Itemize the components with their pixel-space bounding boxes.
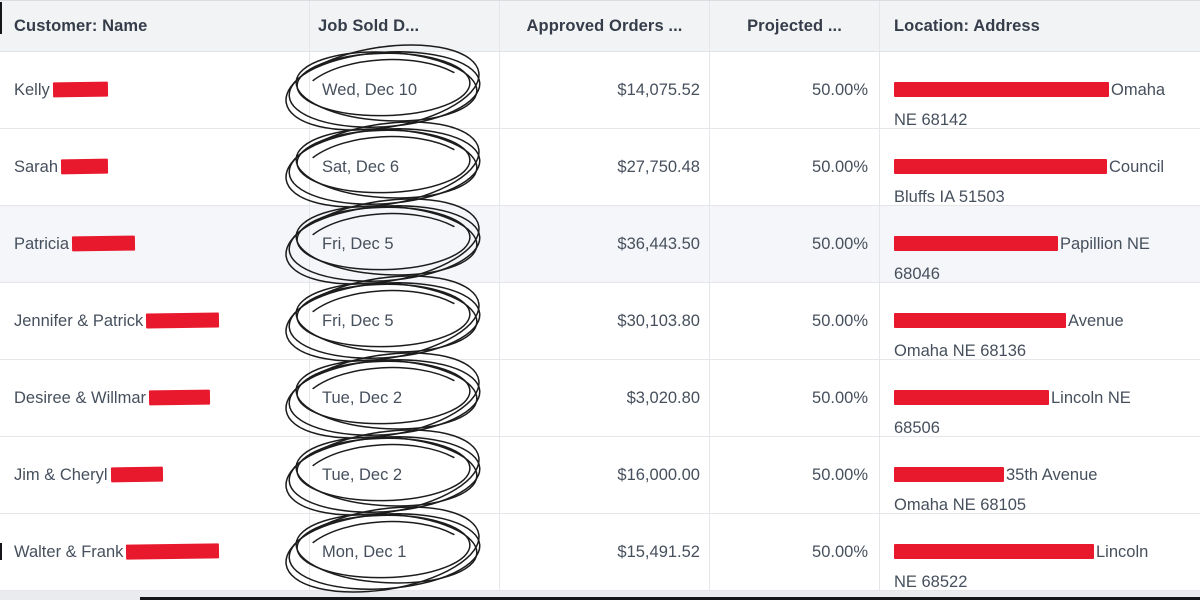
location-address: Lincoln NE 68506 <box>880 360 1200 443</box>
approved-orders-amount: $30,103.80 <box>500 283 710 366</box>
address-line2: NE 68142 <box>894 111 968 129</box>
redaction-bar <box>894 544 1094 559</box>
address-visible-text: 35th Avenue <box>1006 466 1098 484</box>
redaction-bar <box>894 313 1066 328</box>
projected-percent: 50.00% <box>710 52 880 135</box>
projected-percent: 50.00% <box>710 514 880 597</box>
projected-percent: 50.00% <box>710 437 880 520</box>
customer-name: Jennifer & Patrick <box>14 312 144 330</box>
job-sold-date: Tue, Dec 2 <box>322 389 403 407</box>
redaction-bar <box>148 389 211 406</box>
address-line2: NE 68522 <box>894 573 968 591</box>
job-sold-date: Wed, Dec 10 <box>322 81 418 99</box>
address-line2: 68046 <box>894 265 940 283</box>
redaction-bar <box>60 158 109 175</box>
job-sold-date: Sat, Dec 6 <box>322 158 400 176</box>
customer-name: Jim & Cheryl <box>14 466 108 484</box>
column-header-approved-orders[interactable]: Approved Orders ... <box>500 1 710 51</box>
redaction-bar <box>894 390 1049 405</box>
address-visible-text: Avenue <box>1068 312 1124 330</box>
address-line2: Omaha NE 68105 <box>894 496 1027 514</box>
redaction-bar <box>126 543 220 560</box>
screenshot-bottom-edge <box>140 597 1200 600</box>
next-row-partial-strip <box>0 591 1200 600</box>
table-row[interactable]: Jim & Cheryl Tue, Dec 2 $16,000.00 50.00… <box>0 427 1200 520</box>
table-header-row: Customer: Name Job Sold D... Approved Or… <box>0 0 1200 52</box>
customer-name: Kelly <box>14 81 50 99</box>
customer-name: Sarah <box>14 158 59 176</box>
location-address: Omaha NE 68142 <box>880 52 1200 135</box>
redaction-bar <box>52 81 108 98</box>
address-line2: Bluffs IA 51503 <box>894 188 1005 206</box>
address-line2: 68506 <box>894 419 940 437</box>
address-line2: Omaha NE 68136 <box>894 342 1027 360</box>
redaction-bar <box>894 236 1058 251</box>
customer-name: Patricia <box>14 235 70 253</box>
approved-orders-amount: $3,020.80 <box>500 360 710 443</box>
column-header-projected[interactable]: Projected ... <box>710 1 880 51</box>
table-row[interactable]: Sarah Sat, Dec 6 $27,750.48 50.00% Counc… <box>0 119 1200 212</box>
redaction-bar <box>146 312 220 329</box>
projected-percent: 50.00% <box>710 206 880 289</box>
customer-name: Walter & Frank <box>14 543 124 561</box>
location-address: Papillion NE 68046 <box>880 206 1200 289</box>
redaction-bar <box>894 82 1109 97</box>
location-address: Avenue Omaha NE 68136 <box>880 283 1200 366</box>
approved-orders-amount: $16,000.00 <box>500 437 710 520</box>
job-sold-date: Fri, Dec 5 <box>322 235 394 253</box>
address-visible-text: Omaha <box>1111 81 1166 99</box>
column-header-location-address[interactable]: Location: Address <box>894 17 1040 35</box>
approved-orders-amount: $36,443.50 <box>500 206 710 289</box>
projected-percent: 50.00% <box>710 360 880 443</box>
job-sold-date: Fri, Dec 5 <box>322 312 394 330</box>
screenshot-left-edge-artifact <box>0 2 2 34</box>
customer-name: Desiree & Willmar <box>14 389 147 407</box>
projected-percent: 50.00% <box>710 283 880 366</box>
address-visible-text: Papillion NE <box>1060 235 1150 253</box>
approved-orders-amount: $15,491.52 <box>500 514 710 597</box>
table-row[interactable]: Walter & Frank Mon, Dec 1 $15,491.52 50.… <box>0 504 1200 597</box>
redaction-bar <box>110 466 163 483</box>
projected-percent: 50.00% <box>710 129 880 212</box>
location-address: 35th Avenue Omaha NE 68105 <box>880 437 1200 520</box>
location-address: Lincoln NE 68522 <box>880 514 1200 597</box>
redaction-bar <box>894 467 1004 482</box>
address-visible-text: Council <box>1109 158 1165 176</box>
approved-orders-amount: $27,750.48 <box>500 129 710 212</box>
approved-orders-amount: $14,075.52 <box>500 52 710 135</box>
address-visible-text: Lincoln <box>1096 543 1149 561</box>
redaction-bar <box>894 159 1107 174</box>
table-row[interactable]: Desiree & Willmar Tue, Dec 2 $3,020.80 5… <box>0 350 1200 443</box>
table-row[interactable]: Jennifer & Patrick Fri, Dec 5 $30,103.80… <box>0 273 1200 366</box>
table-row[interactable]: Patricia Fri, Dec 5 $36,443.50 50.00% Pa… <box>0 196 1200 289</box>
location-address: Council Bluffs IA 51503 <box>880 129 1200 212</box>
redaction-bar <box>71 235 136 252</box>
job-sold-date: Tue, Dec 2 <box>322 466 403 484</box>
job-sold-date: Mon, Dec 1 <box>322 543 407 561</box>
screenshot-left-edge-artifact <box>0 543 2 560</box>
column-header-customer-name[interactable]: Customer: Name <box>0 1 310 51</box>
table-row[interactable]: Kelly Wed, Dec 10 $14,075.52 50.00% Omah… <box>0 42 1200 135</box>
column-header-job-sold-date[interactable]: Job Sold D... <box>310 1 500 51</box>
address-visible-text: Lincoln NE <box>1051 389 1131 407</box>
